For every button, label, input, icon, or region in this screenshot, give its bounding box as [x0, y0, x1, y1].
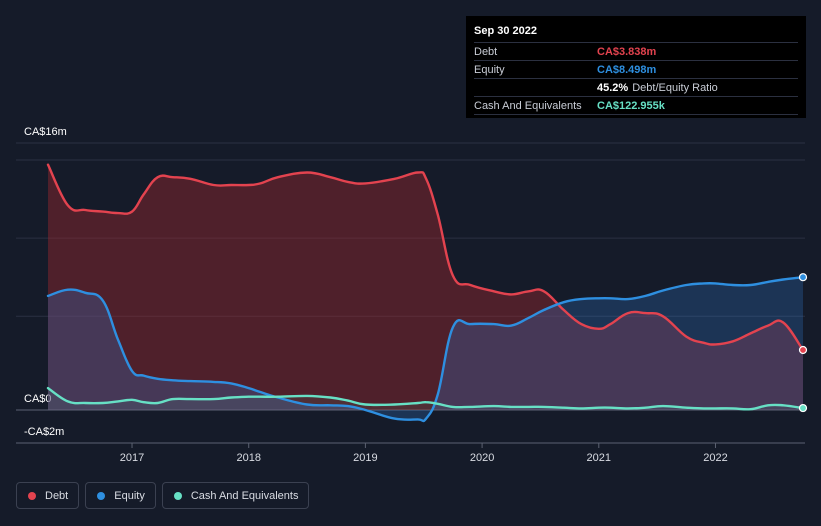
equity-line — [46, 276, 805, 423]
legend-label-equity: Equity — [114, 489, 145, 502]
tooltip-equity-value: CA$8.498m — [597, 64, 657, 76]
x-tick-label: 2018 — [236, 452, 260, 464]
tooltip-row-ratio: 45.2% Debt/Equity Ratio — [474, 78, 798, 96]
cash-area — [48, 388, 803, 410]
tooltip-cash-label: Cash And Equivalents — [474, 100, 582, 112]
tooltip-cash-value: CA$122.955k — [597, 100, 665, 112]
tooltip-debt-value: CA$3.838m — [597, 46, 657, 58]
y-axis-label: CA$16m — [24, 126, 67, 138]
x-tick-label: 2022 — [703, 452, 727, 464]
debt-line — [46, 163, 805, 352]
legend-dot-cash — [173, 491, 182, 500]
debt-end-marker — [798, 345, 808, 355]
legend-dot-equity — [97, 491, 106, 500]
legend-label-debt: Debt — [45, 489, 69, 502]
cash-end-marker — [798, 403, 808, 413]
x-tick-label: 2017 — [120, 452, 144, 464]
legend-item-debt[interactable]: Debt — [16, 482, 80, 509]
tooltip-date: Sep 30 2022 — [474, 25, 537, 37]
tooltip-row-debt: Debt CA$3.838m — [474, 42, 798, 60]
x-tick-label: 2019 — [353, 452, 377, 464]
chart-legend: Debt Equity Cash And Equivalents — [16, 482, 310, 509]
equity-end-marker — [798, 273, 808, 282]
debt-area — [48, 164, 803, 410]
y-axis-label: -CA$2m — [24, 426, 64, 438]
chart-tooltip: Sep 30 2022 Debt CA$3.838m Equity CA$8.4… — [466, 16, 806, 118]
cash-line — [46, 386, 805, 411]
legend-item-cash[interactable]: Cash And Equivalents — [161, 482, 310, 509]
legend-item-equity[interactable]: Equity — [85, 482, 156, 509]
x-tick-label: 2020 — [470, 452, 494, 464]
legend-dot-debt — [28, 491, 36, 500]
tooltip-row-equity: Equity CA$8.498m — [474, 60, 798, 78]
y-axis-label: CA$0 — [24, 393, 52, 405]
tooltip-debt-label: Debt — [474, 46, 498, 58]
x-tick-label: 2021 — [587, 452, 611, 464]
tooltip-row-cash: Cash And Equivalents CA$122.955k — [474, 96, 798, 115]
tooltip-equity-label: Equity — [474, 64, 505, 76]
tooltip-ratio-value: 45.2% — [597, 82, 629, 94]
tooltip-ratio-suffix: Debt/Equity Ratio — [632, 82, 718, 94]
legend-label-cash: Cash And Equivalents — [190, 489, 299, 502]
